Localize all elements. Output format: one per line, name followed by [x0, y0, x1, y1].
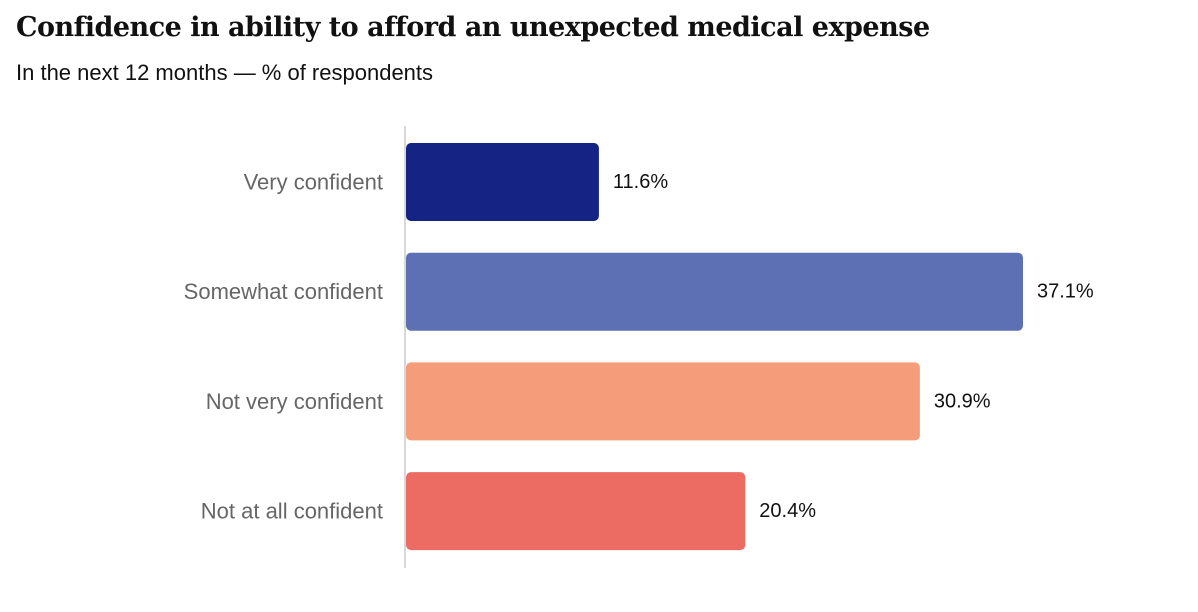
value-label-not-at-all-confident: 20.4% — [759, 500, 816, 522]
category-label-very-confident: Very confident — [244, 170, 383, 195]
value-label-somewhat-confident: 37.1% — [1037, 281, 1094, 303]
value-label-not-very-confident: 30.9% — [934, 390, 991, 412]
bars-group: Very confident 11.6% Somewhat confident 37.… — [184, 143, 1094, 551]
value-label-very-confident: 11.6% — [613, 171, 668, 193]
chart-subtitle: In the next 12 months — % of respondents — [16, 60, 434, 85]
bar-not-at-all-confident — [406, 472, 746, 551]
bar-somewhat-confident — [406, 252, 1023, 331]
category-label-somewhat-confident: Somewhat confident — [184, 279, 383, 304]
category-label-not-very-confident: Not very confident — [206, 389, 383, 414]
bar-very-confident — [406, 143, 599, 221]
chart-title: Confidence in ability to afford an unexp… — [16, 12, 930, 43]
category-label-not-at-all-confident: Not at all confident — [201, 499, 383, 524]
bar-not-very-confident — [406, 362, 920, 441]
